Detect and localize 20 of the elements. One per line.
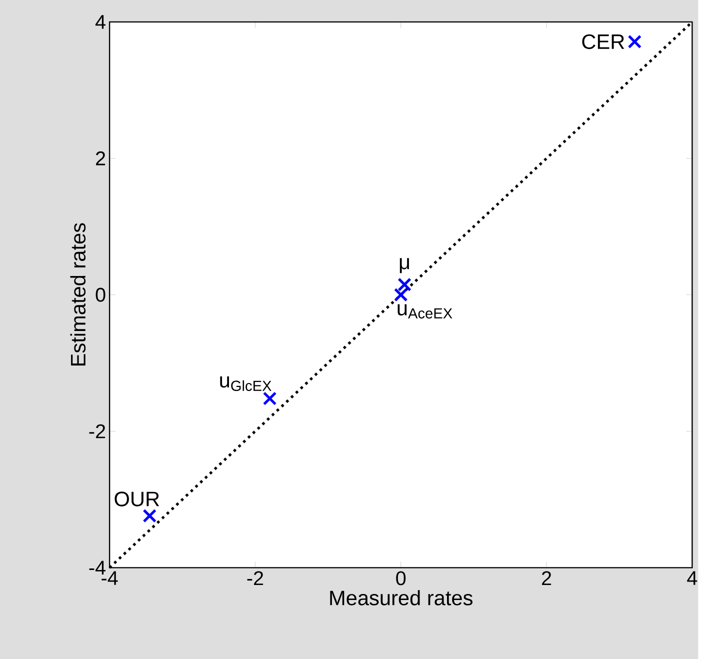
x-axis-title: Measured rates [330, 590, 472, 606]
annotation: μ [400, 258, 409, 273]
point [628, 34, 642, 48]
annotation: u$_{GlcEX}$ [220, 376, 272, 391]
point [394, 288, 408, 302]
y-tick-label: -2 [89, 424, 106, 438]
y-axis-title: Estimated rates [70, 223, 86, 366]
y-tick-label: 4 [95, 14, 106, 29]
x-tick-label: 4 [687, 571, 698, 585]
point [262, 391, 277, 406]
point [142, 508, 157, 523]
x-tick-label: -2 [247, 571, 264, 585]
x-tick-label: 0 [396, 571, 406, 586]
annotation: u$_{AceEX}$ [398, 304, 452, 318]
y-tick-label: 2 [96, 151, 106, 166]
point [398, 277, 412, 292]
y-tick-label: 0 [96, 288, 106, 302]
x-tick-label: 2 [542, 571, 552, 585]
annotation: CER [582, 34, 624, 49]
annotation: OUR [114, 491, 160, 506]
